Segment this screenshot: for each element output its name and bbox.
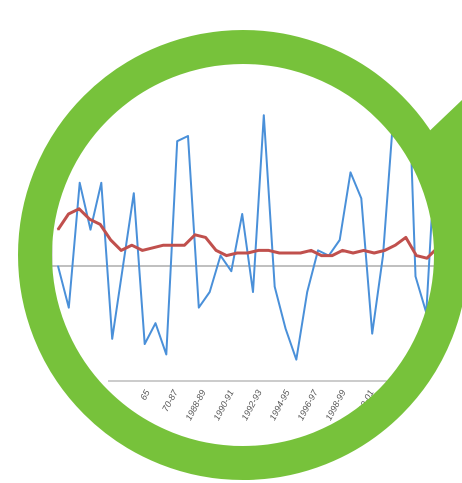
- blue-data-point: [263, 114, 265, 116]
- cpi-data-point: [352, 252, 354, 254]
- blue-data-point: [154, 322, 157, 325]
- cpi-data-point: [341, 249, 344, 252]
- blue-data-point: [57, 265, 59, 267]
- cpi-data-point: [373, 252, 376, 254]
- blue-data-point: [165, 353, 168, 356]
- cpi-data-point: [405, 236, 407, 239]
- cpi-data-point: [120, 249, 122, 252]
- cpi-data-point: [67, 213, 70, 215]
- blue-data-point: [143, 343, 146, 345]
- blue-data-point: [382, 254, 384, 257]
- blue-data-point: [295, 358, 298, 361]
- series-layer: [56, 63, 438, 361]
- blue-data-point: [122, 265, 124, 267]
- cpi-data-point: [131, 244, 133, 246]
- cpi-data-point: [57, 228, 59, 231]
- cpi-data-point: [78, 208, 80, 210]
- cpi-data-point: [162, 244, 165, 246]
- blue-data-point: [230, 270, 233, 273]
- blue-data-point: [284, 327, 287, 330]
- cpi-data-point: [268, 249, 270, 252]
- cpi-data-point: [109, 239, 112, 241]
- cpi-data-point: [99, 223, 101, 226]
- blue-data-point: [414, 275, 417, 278]
- blue-data-point: [252, 291, 254, 293]
- cpi-data-point: [278, 252, 281, 254]
- blue-data-point: [349, 171, 352, 174]
- ring-tail: [420, 100, 462, 210]
- blue-data-point: [371, 332, 374, 335]
- blue-data-point: [273, 286, 276, 288]
- cpi-data-point: [331, 254, 333, 257]
- blue-data-point: [360, 197, 363, 200]
- blue-data-point: [68, 306, 70, 309]
- cpi-data-point: [183, 244, 186, 246]
- cpi-data-point: [426, 257, 428, 260]
- cpi-data-point: [194, 234, 196, 236]
- cpi-data-point: [88, 218, 91, 220]
- cpi-data-point: [289, 252, 291, 254]
- cpi-data-point: [362, 249, 365, 252]
- blue-data-point: [338, 239, 341, 241]
- blue-data-point: [111, 338, 113, 340]
- blue-data-point: [100, 182, 103, 184]
- cpi-data-point: [299, 252, 302, 254]
- blue-data-point: [187, 135, 189, 137]
- cpi-data-point: [215, 249, 217, 252]
- cpi-data-point: [173, 244, 175, 246]
- cpi-data-point: [310, 249, 312, 252]
- cpi-data-point: [246, 252, 249, 254]
- blue-data-point: [208, 291, 211, 293]
- blue-data-point: [436, 120, 438, 122]
- cpi-data-point: [225, 254, 228, 257]
- cpi-series-line: [56, 207, 435, 260]
- cpi-data-point: [320, 254, 323, 257]
- cpi-data-point: [257, 249, 260, 252]
- blue-data-point: [241, 213, 243, 215]
- blue-data-point: [306, 291, 309, 293]
- blue-data-point: [176, 140, 178, 142]
- cpi-data-point: [415, 254, 418, 257]
- cpi-data-point: [204, 236, 207, 239]
- blue-data-point: [317, 249, 319, 252]
- ring-frame: [18, 30, 462, 480]
- cpi-data-point: [141, 249, 144, 252]
- blue-data-point: [133, 192, 135, 194]
- cpi-data-point: [394, 244, 397, 246]
- cpi-data-point: [152, 247, 154, 249]
- blue-data-point: [89, 228, 92, 231]
- blue-data-point: [78, 182, 81, 184]
- cpi-data-point: [384, 249, 386, 252]
- cpi-data-point: [236, 252, 238, 254]
- blue-data-point: [198, 306, 200, 309]
- blue-data-point: [219, 254, 222, 257]
